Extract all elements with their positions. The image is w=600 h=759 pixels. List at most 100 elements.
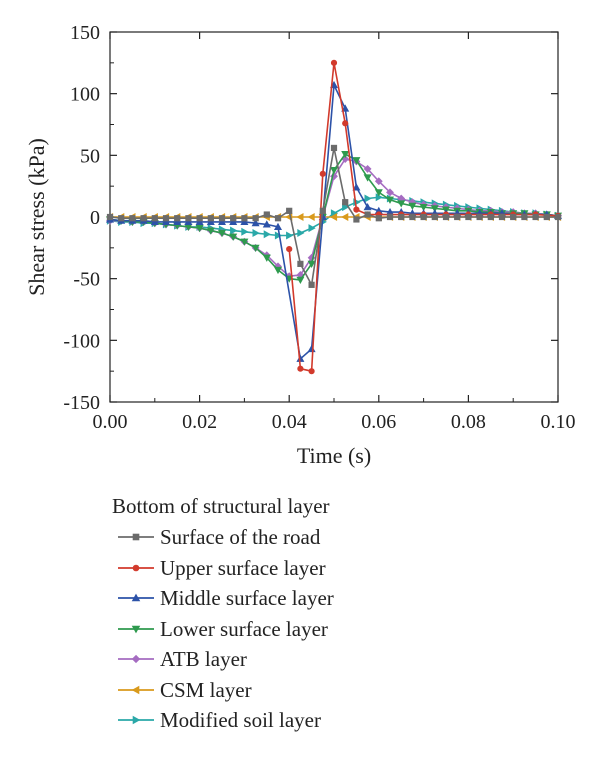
series-middle-surface-layer [105, 80, 563, 362]
data-point-upper-surface-layer [286, 245, 293, 253]
x-tick-label: 0.08 [451, 411, 486, 433]
data-point-csm-layer [296, 212, 304, 222]
legend-item: Middle surface layer [112, 583, 552, 614]
shear-stress-chart: 0.00 0.02 0.04 0.06 0.08 0.10 150 100 50 0 -50 -10… [24, 22, 576, 468]
data-point-lower-surface-layer [240, 238, 249, 246]
x-axis-title: Time (s) [297, 443, 371, 468]
legend-label: CSM layer [160, 677, 252, 702]
data-point-upper-surface-layer [330, 59, 338, 66]
data-point-lower-surface-layer [341, 151, 350, 159]
data-point-surface-of-the-road [420, 213, 427, 221]
data-point-surface-of-the-road [554, 213, 562, 221]
data-point-surface-of-the-road [252, 215, 259, 222]
legend-label: ATB layer [160, 647, 247, 671]
data-point-lower-surface-layer [307, 260, 316, 268]
data-point-lower-surface-layer [385, 196, 395, 204]
data-point-middle-surface-layer [195, 217, 204, 226]
data-point-middle-surface-layer [217, 217, 227, 226]
data-point-surface-of-the-road [431, 213, 438, 221]
data-point-csm-layer [307, 212, 315, 222]
data-point-surface-of-the-road [196, 215, 203, 222]
legend-swatch [118, 625, 154, 633]
y-axis-title: Shear stress (kPa) [24, 138, 49, 296]
data-point-surface-of-the-road [487, 213, 494, 221]
legend-swatch [118, 685, 154, 694]
x-tick-label: 0.06 [361, 411, 396, 433]
legend-items: Surface of the road Upper surface layer Mi… [112, 522, 552, 736]
y-tick-label: -150 [63, 392, 100, 414]
data-point-surface-of-the-road [308, 281, 315, 288]
data-point-atb-layer [363, 164, 372, 173]
data-point-surface-of-the-road [174, 215, 181, 222]
data-point-lower-surface-layer [229, 233, 238, 241]
data-point-middle-surface-layer [173, 217, 182, 226]
y-tick-label: 0 [90, 207, 100, 229]
data-point-middle-surface-layer [352, 183, 361, 191]
legend-label: Lower surface layer [160, 616, 328, 641]
legend-label: Surface of the road [160, 525, 321, 549]
data-point-modified-soil-layer [342, 203, 350, 212]
data-point-upper-surface-layer [319, 170, 326, 177]
data-point-lower-surface-layer [296, 276, 305, 285]
data-point-surface-of-the-road [286, 207, 293, 214]
legend-swatch [118, 715, 154, 725]
data-point-surface-of-the-road [398, 213, 405, 221]
data-point-modified-soil-layer [241, 227, 249, 236]
data-point-middle-surface-layer [150, 217, 159, 226]
legend-label: Middle surface layer [160, 586, 334, 610]
data-point-surface-of-the-road [185, 215, 192, 222]
data-point-surface-of-the-road [118, 215, 125, 222]
x-axis: 0.00 0.02 0.04 0.06 0.08 0.10 [93, 32, 576, 433]
data-point-modified-soil-layer [263, 230, 271, 239]
data-point-surface-of-the-road [151, 215, 158, 222]
legend-swatch-marker [132, 715, 141, 725]
legend-swatch-marker [131, 593, 141, 602]
data-point-surface-of-the-road [465, 213, 472, 221]
data-point-surface-of-the-road [375, 215, 382, 222]
data-point-surface-of-the-road [129, 215, 136, 222]
data-point-surface-of-the-road [510, 213, 517, 221]
data-point-middle-surface-layer [273, 222, 283, 230]
data-point-lower-surface-layer [217, 229, 227, 238]
data-point-csm-layer [329, 212, 338, 222]
data-point-modified-soil-layer [364, 194, 372, 203]
data-point-lower-surface-layer [408, 202, 417, 211]
data-point-surface-of-the-road [330, 144, 338, 152]
legend-item: Modified soil layer [112, 705, 552, 736]
legend-item: Surface of the road [112, 522, 552, 553]
series-surface-of-the-road [106, 144, 562, 288]
data-point-surface-of-the-road [442, 213, 450, 221]
data-point-middle-surface-layer [184, 217, 193, 226]
data-point-surface-of-the-road [319, 207, 326, 214]
data-point-middle-surface-layer [229, 217, 238, 226]
data-point-lower-surface-layer [329, 167, 339, 175]
data-point-middle-surface-layer [307, 344, 316, 353]
data-point-surface-of-the-road [263, 211, 270, 218]
series-layer [105, 59, 563, 375]
data-point-surface-of-the-road [364, 211, 371, 218]
data-point-middle-surface-layer [161, 217, 171, 226]
legend-swatch [118, 593, 154, 602]
legend-swatch-marker [131, 625, 141, 633]
data-point-middle-surface-layer [206, 217, 215, 226]
data-point-modified-soil-layer [230, 226, 238, 235]
data-point-modified-soil-layer [252, 229, 260, 238]
data-point-lower-surface-layer [352, 157, 361, 165]
data-point-upper-surface-layer [342, 120, 349, 127]
data-point-surface-of-the-road [476, 213, 483, 221]
legend-swatch-marker [131, 685, 140, 694]
data-point-lower-surface-layer [374, 189, 383, 197]
data-point-surface-of-the-road [106, 213, 114, 221]
legend-label: Modified soil layer [160, 708, 321, 732]
data-point-modified-soil-layer [274, 231, 283, 240]
legend-swatch [118, 564, 154, 571]
data-point-surface-of-the-road [521, 213, 528, 221]
data-point-surface-of-the-road [353, 216, 360, 223]
y-axis: 150 100 50 0 -50 -100 -150 [63, 22, 558, 414]
legend-title: Bottom of structural layer [112, 494, 330, 518]
legend: Bottom of structural layer Surface of th… [112, 490, 552, 736]
data-point-lower-surface-layer [262, 254, 271, 262]
x-tick-label: 0.10 [541, 411, 576, 433]
x-tick-label: 0.04 [272, 411, 307, 433]
data-point-middle-surface-layer [240, 217, 249, 226]
